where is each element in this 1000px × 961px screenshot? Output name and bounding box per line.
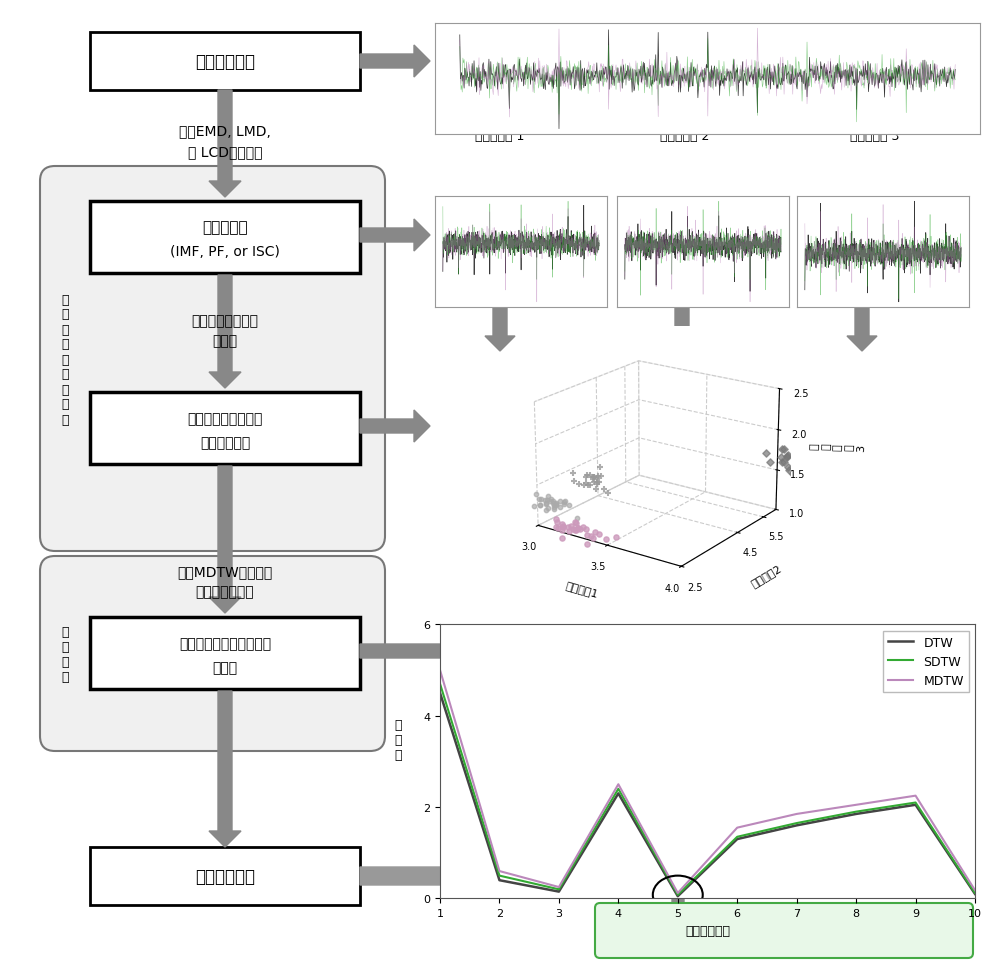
Text: 故障类型: 5#: 故障类型: 5#	[746, 920, 822, 938]
SDTW	[910, 797, 922, 808]
DTW	[969, 888, 981, 899]
X-axis label: 样本状态标签: 样本状态标签	[685, 924, 730, 937]
Text: 单组分分量 3: 单组分分量 3	[850, 131, 900, 143]
MDTW	[850, 800, 862, 811]
X-axis label: 排列熵值1: 排列熵值1	[564, 580, 599, 599]
SDTW	[791, 818, 803, 829]
MDTW	[493, 865, 505, 876]
Text: 故障特征向量: 故障特征向量	[200, 435, 250, 450]
Text: 应用EMD, LMD,: 应用EMD, LMD,	[179, 124, 271, 137]
Text: 或 LCD分解信号: 或 LCD分解信号	[188, 145, 262, 159]
MDTW	[612, 778, 624, 790]
Bar	[90, 33, 360, 91]
MDTW	[672, 887, 684, 899]
Text: 的距离: 的距离	[212, 660, 238, 675]
Text: 测试数据与样本数据集间: 测试数据与样本数据集间	[179, 636, 271, 651]
SDTW	[672, 889, 684, 900]
DTW	[493, 875, 505, 886]
Text: 单组分分量: 单组分分量	[202, 220, 248, 235]
SDTW	[493, 870, 505, 881]
Bar	[90, 617, 360, 689]
DTW	[612, 788, 624, 800]
FancyBboxPatch shape	[595, 903, 973, 958]
DTW	[434, 687, 446, 699]
Polygon shape	[667, 308, 697, 352]
Polygon shape	[360, 410, 430, 442]
Legend: DTW, SDTW, MDTW: DTW, SDTW, MDTW	[883, 630, 969, 692]
DTW	[850, 808, 862, 820]
Text: 应用MDTW计算距离: 应用MDTW计算距离	[177, 564, 273, 579]
Text: 排列熵: 排列熵	[212, 334, 238, 348]
Text: 计算每个单组分的: 计算每个单组分的	[192, 314, 258, 328]
SDTW	[434, 678, 446, 690]
DTW	[553, 886, 565, 898]
MDTW	[731, 822, 743, 833]
Polygon shape	[847, 308, 877, 352]
Text: 单组分分量 2: 单组分分量 2	[660, 131, 710, 143]
SDTW	[850, 806, 862, 818]
SDTW	[553, 884, 565, 896]
Text: 单组分分量 1: 单组分分量 1	[475, 131, 525, 143]
MDTW	[434, 665, 446, 677]
Polygon shape	[209, 276, 241, 388]
Polygon shape	[209, 466, 241, 613]
Bar	[90, 847, 360, 905]
Line: SDTW: SDTW	[440, 684, 975, 895]
SDTW	[969, 887, 981, 899]
Text: 并确定故障状态: 并确定故障状态	[196, 584, 254, 599]
Text: 原始振动信号: 原始振动信号	[195, 53, 255, 71]
Text: 故
障
识
别: 故 障 识 别	[61, 626, 69, 683]
Line: DTW: DTW	[440, 693, 975, 897]
Bar	[90, 393, 360, 464]
MDTW	[553, 881, 565, 893]
DTW	[672, 891, 684, 902]
DTW	[731, 833, 743, 845]
MDTW	[791, 808, 803, 820]
SDTW	[731, 831, 743, 843]
Polygon shape	[360, 856, 600, 896]
Text: (IMF, PF, or ISC): (IMF, PF, or ISC)	[170, 245, 280, 259]
SDTW	[612, 783, 624, 795]
Polygon shape	[209, 691, 241, 847]
Text: 基于单组分排列熵的: 基于单组分排列熵的	[187, 411, 263, 426]
FancyBboxPatch shape	[40, 167, 385, 552]
MDTW	[910, 790, 922, 801]
DTW	[791, 820, 803, 831]
Line: MDTW: MDTW	[440, 671, 975, 893]
DTW	[910, 800, 922, 811]
Polygon shape	[360, 220, 430, 252]
Text: 故障诊断结果: 故障诊断结果	[195, 867, 255, 885]
Polygon shape	[360, 635, 490, 667]
Polygon shape	[665, 899, 691, 933]
Polygon shape	[485, 308, 515, 352]
FancyBboxPatch shape	[40, 556, 385, 752]
MDTW	[969, 884, 981, 896]
Y-axis label: 排列熵值2: 排列熵值2	[749, 563, 783, 588]
Bar	[90, 202, 360, 274]
Y-axis label: 距
离
值: 距 离 值	[394, 719, 402, 761]
Polygon shape	[209, 91, 241, 198]
Text: 信
号
处
理
和
特
征
提
取: 信 号 处 理 和 特 征 提 取	[61, 293, 69, 426]
Polygon shape	[360, 46, 430, 78]
